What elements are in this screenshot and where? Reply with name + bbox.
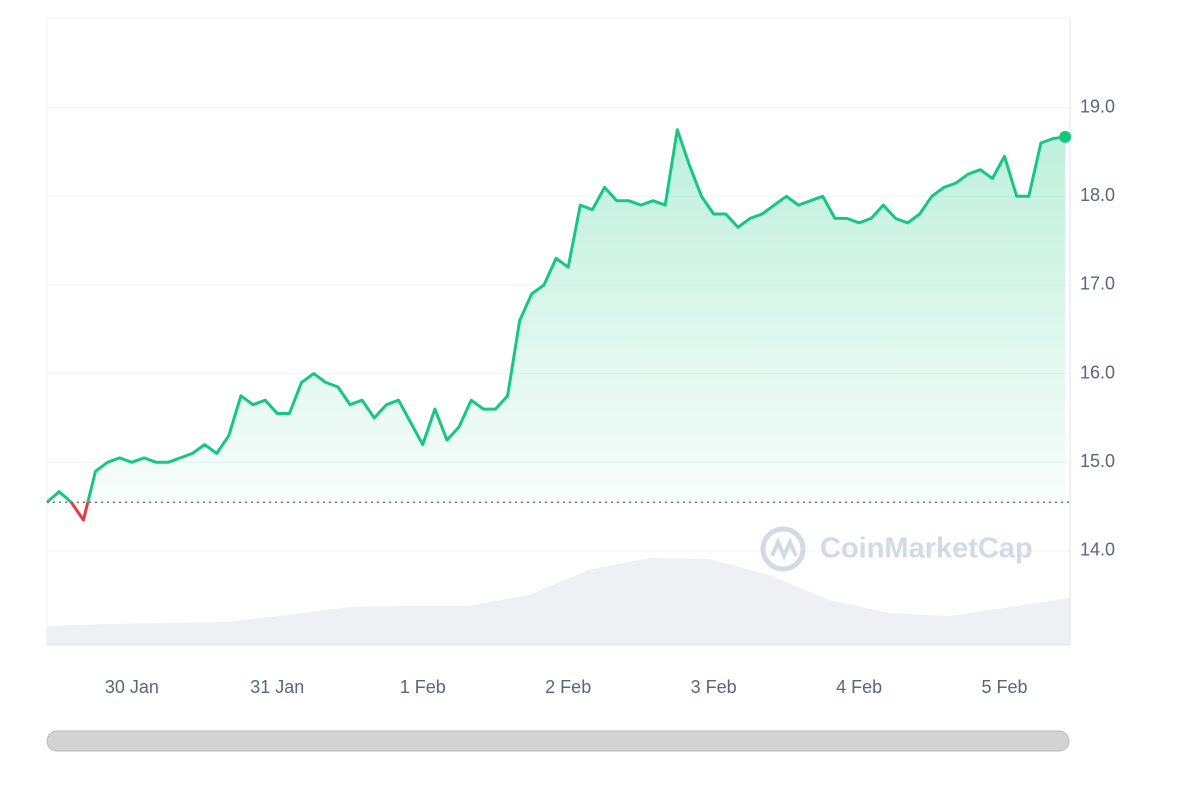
watermark-logo bbox=[760, 526, 806, 572]
price-area bbox=[47, 129, 1066, 503]
price-line-up bbox=[46, 128, 1066, 503]
x-tick-label: 31 Jan bbox=[250, 677, 304, 697]
watermark-text: CoinMarketCap bbox=[820, 533, 1033, 565]
x-tick-label: 3 Feb bbox=[691, 677, 737, 697]
y-tick-label: 19.0 bbox=[1080, 96, 1115, 116]
y-tick-label: 17.0 bbox=[1080, 274, 1115, 294]
x-tick-label: 30 Jan bbox=[105, 677, 159, 697]
volume-area bbox=[47, 558, 1070, 645]
y-tick-label: 14.0 bbox=[1080, 540, 1115, 560]
x-tick-label: 1 Feb bbox=[400, 677, 446, 697]
y-tick-label: 18.0 bbox=[1080, 185, 1115, 205]
x-tick-label: 4 Feb bbox=[836, 677, 882, 697]
y-tick-label: 16.0 bbox=[1080, 362, 1115, 382]
x-tick-label: 2 Feb bbox=[545, 677, 591, 697]
watermark: CoinMarketCap bbox=[760, 526, 1033, 572]
scrollbar[interactable] bbox=[46, 730, 1070, 752]
watermark-logo-mark bbox=[770, 536, 798, 562]
y-tick-label: 15.0 bbox=[1080, 451, 1115, 471]
last-point bbox=[1059, 130, 1072, 143]
x-tick-label: 5 Feb bbox=[982, 677, 1028, 697]
